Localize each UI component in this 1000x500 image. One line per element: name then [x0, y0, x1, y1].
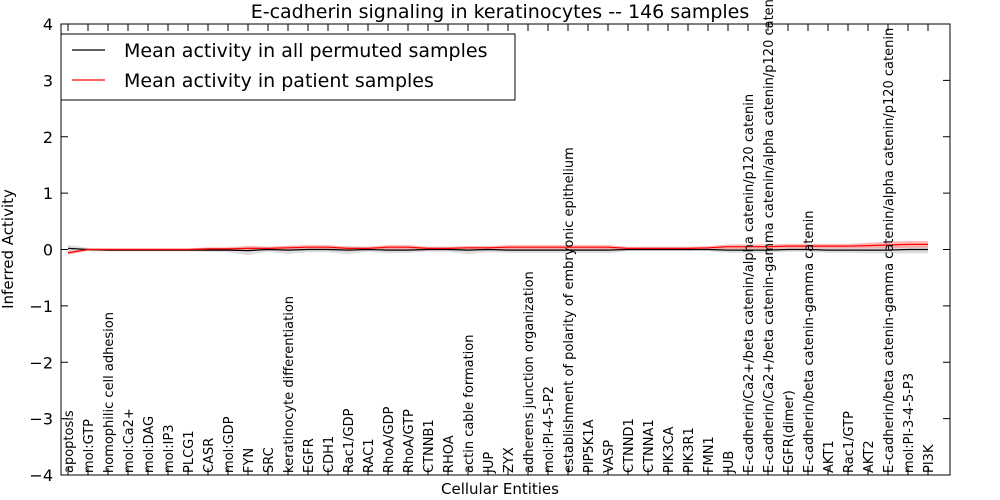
y-tick-label: −4	[29, 466, 53, 485]
category-label: Rac1/GDP	[342, 408, 357, 473]
legend-label-patient: Mean activity in patient samples	[124, 70, 434, 92]
category-label: E-cadherin/beta catenin-gamma catenin/al…	[882, 28, 897, 473]
chart-title: E-cadherin signaling in keratinocytes --…	[251, 1, 750, 23]
category-label: PI3K	[922, 444, 937, 473]
patient-mean-line	[67, 243, 928, 254]
category-label: Rac1/GTP	[842, 411, 857, 473]
category-label: PIP5K1A	[582, 419, 597, 473]
y-axis-label: Inferred Activity	[0, 189, 17, 309]
category-label: ZYX	[502, 447, 517, 473]
category-label: establishment of polarity of embryonic e…	[562, 147, 577, 473]
category-label: mol:PI-4-5-P2	[542, 386, 557, 473]
category-label: PLCG1	[182, 430, 197, 473]
category-label: CTNNB1	[422, 419, 437, 473]
category-label: CASR	[202, 438, 217, 473]
legend-box	[60, 33, 516, 101]
category-label: keratinocyte differentiation	[282, 296, 297, 473]
category-label: mol:Ca2+	[122, 408, 137, 473]
category-label: EGFR	[302, 438, 317, 473]
y-tick-label: 4	[43, 15, 53, 34]
category-label: CTNND1	[622, 418, 637, 473]
category-label: EGFR(dimer)	[782, 390, 797, 473]
category-label: RhoA/GDP	[382, 406, 397, 473]
category-label: PIK3CA	[662, 426, 677, 473]
category-label: E-cadherin/beta catenin-gamma catenin	[802, 211, 817, 473]
y-tick-label: 1	[43, 184, 53, 203]
category-label: E-cadherin/Ca2+/beta catenin/alpha caten…	[742, 94, 757, 473]
category-label: homophilic cell adhesion	[102, 312, 117, 473]
category-label: VASP	[602, 440, 617, 473]
legend-label-permuted: Mean activity in all permuted samples	[124, 40, 487, 62]
category-label: SRC	[262, 447, 277, 473]
category-label: PIK3R1	[682, 427, 697, 473]
category-label: mol:IP3	[162, 424, 177, 473]
y-tick-label: 3	[43, 71, 53, 90]
category-label: adherens junction organization	[522, 271, 537, 473]
category-label: mol:PI-3-4-5-P3	[902, 373, 917, 473]
category-label: CTNNA1	[642, 419, 657, 473]
category-label: mol:GTP	[82, 419, 97, 473]
category-label: CDH1	[322, 436, 337, 473]
category-label: RHOA	[442, 435, 457, 473]
category-label: RAC1	[362, 438, 377, 473]
category-label: JUP	[482, 452, 497, 474]
y-tick-label: 0	[43, 241, 53, 260]
category-label: FYN	[242, 448, 257, 473]
line-layer	[67, 243, 928, 254]
y-tick-label: −1	[29, 297, 53, 316]
category-label: mol:GDP	[222, 416, 237, 473]
y-tick-label: 2	[43, 128, 53, 147]
x-axis-label: Cellular Entities	[441, 480, 559, 498]
category-label: AKT1	[822, 440, 837, 473]
category-label: AKT2	[862, 440, 877, 473]
category-label: apoptosis	[62, 410, 77, 473]
category-label: E-cadherin/Ca2+/beta catenin-gamma caten…	[762, 0, 777, 473]
y-tick-label: −3	[29, 410, 53, 429]
category-label: mol:DAG	[142, 416, 157, 473]
legend: Mean activity in all permuted samples Me…	[60, 33, 516, 101]
category-labels: apoptosis mol:GTP homophilic cell adhesion…	[62, 0, 937, 474]
tick-layer: −4 −3 −2 −1 0 1 2 3 4	[29, 15, 950, 485]
category-label: JUB	[722, 451, 737, 474]
category-label: RhoA/GTP	[402, 409, 417, 473]
y-tick-label: −2	[29, 353, 53, 372]
category-label: actin cable formation	[462, 335, 477, 473]
permuted-mean-line	[67, 247, 928, 252]
category-label: FMN1	[702, 436, 717, 473]
